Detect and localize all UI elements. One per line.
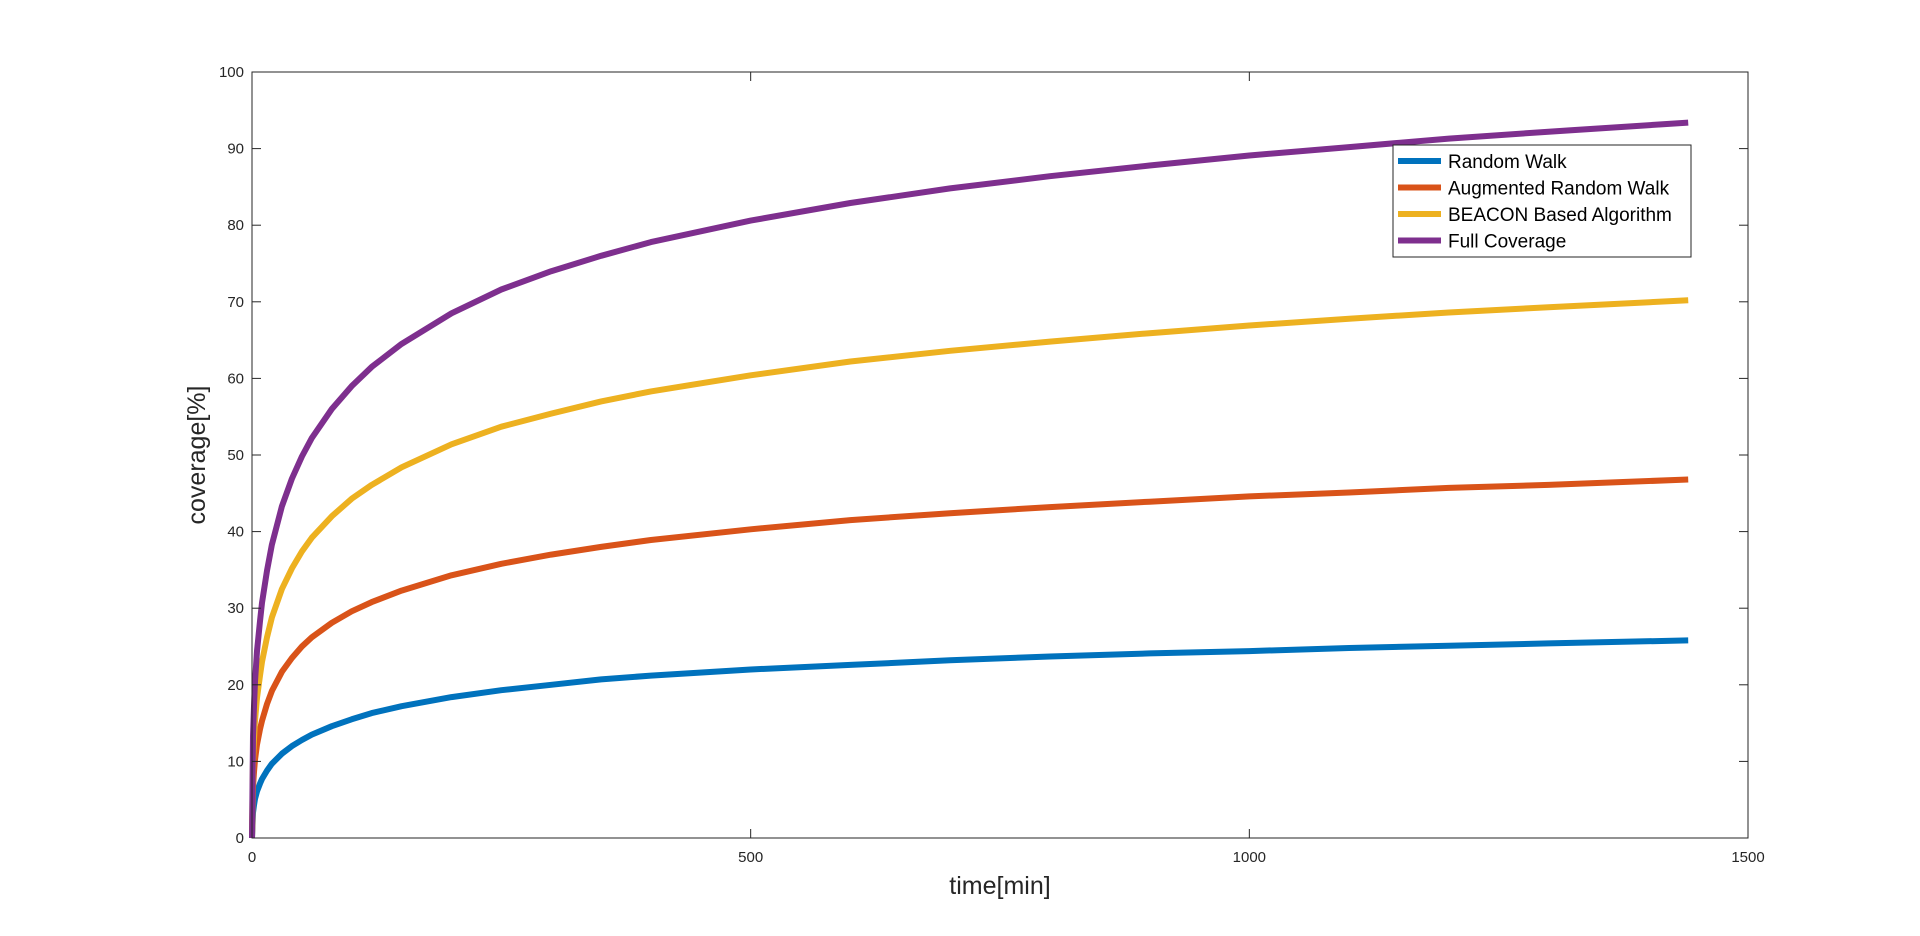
x-tick-label: 1500	[1731, 849, 1764, 866]
y-axis-label: coverage[%]	[183, 386, 211, 525]
x-axis-label: time[min]	[949, 872, 1050, 900]
x-tick-label: 500	[738, 849, 763, 866]
x-tick-label: 0	[248, 849, 256, 866]
series-line-1	[249, 637, 1689, 839]
series-line-2	[249, 476, 1689, 839]
legend-entry-4: Full Coverage	[1448, 232, 1566, 253]
series-line-4	[249, 119, 1689, 839]
y-tick-label: 10	[227, 753, 244, 770]
legend-box	[1392, 144, 1692, 258]
legend-entry-1: Random Walk	[1448, 152, 1567, 173]
y-tick-label: 70	[227, 294, 244, 311]
y-tick-label: 80	[227, 217, 244, 234]
legend-entry-2: Augmented Random Walk	[1448, 179, 1670, 200]
series-layer	[249, 119, 1689, 839]
y-tick-label: 40	[227, 524, 244, 541]
legend-entry-3: BEACON Based Algorithm	[1448, 205, 1672, 226]
y-tick-label: 100	[219, 64, 244, 81]
y-tick-label: 20	[227, 677, 244, 694]
x-tick-label: 1000	[1233, 849, 1266, 866]
y-tick-label: 0	[236, 830, 244, 847]
y-tick-label: 90	[227, 141, 244, 158]
y-tick-label: 30	[227, 600, 244, 617]
legend: Random Walk Augmented Random Walk BEACON B…	[1392, 144, 1692, 258]
axis-ticks: 0 500 1000 1500 0 10 20 30 40 50 60 70 80 90 100	[219, 64, 1765, 866]
y-tick-label: 50	[227, 447, 244, 464]
y-tick-label: 60	[227, 370, 244, 387]
series-line-3	[249, 297, 1689, 839]
